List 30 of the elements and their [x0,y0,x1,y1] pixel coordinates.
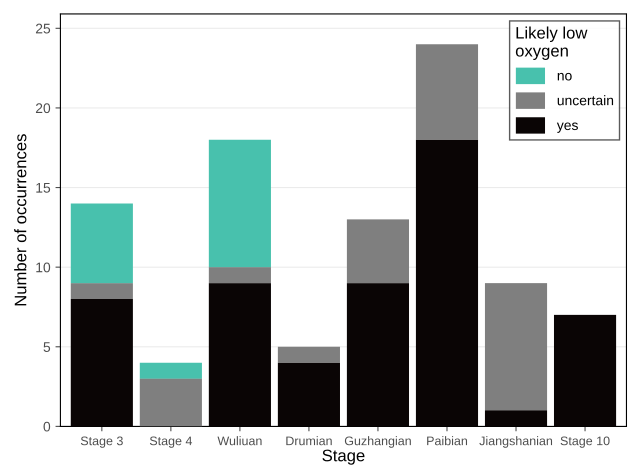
bar [416,44,478,140]
legend-label: no [558,72,572,81]
bar [208,267,271,284]
x-tick-label: Jiangshanian [479,436,552,448]
bar [140,362,202,379]
legend-label: uncertain [558,95,614,106]
bar [70,203,133,284]
bar [484,283,548,410]
x-tick-label: Stage 4 [150,436,192,448]
x-tick-label: Drumian [286,436,332,446]
bar [140,378,202,426]
y-tick-label: 25 [36,24,50,34]
y-tick-label: 5 [44,342,50,352]
y-tick-label: 15 [36,183,50,193]
y-tick-label: 10 [36,262,50,272]
x-tick-label: Wuliuan [217,436,262,446]
x-tick-label: Stage 10 [560,436,610,448]
x-tick-label: Guzhangian [344,436,411,448]
x-axis-title: Stage [322,450,364,465]
y-tick-label: 0 [44,422,50,432]
legend-label: yes [556,122,578,133]
y-tick-label: 20 [36,103,50,114]
bar [208,140,271,268]
x-tick-label: Stage 3 [80,436,123,448]
bar [346,219,410,284]
y-axis-title: Number of occurrences [14,134,26,306]
bar [278,346,340,363]
x-tick-label: Paibian [427,436,468,446]
legend-title: Likely low oxygen [516,26,588,60]
bar [70,283,133,300]
